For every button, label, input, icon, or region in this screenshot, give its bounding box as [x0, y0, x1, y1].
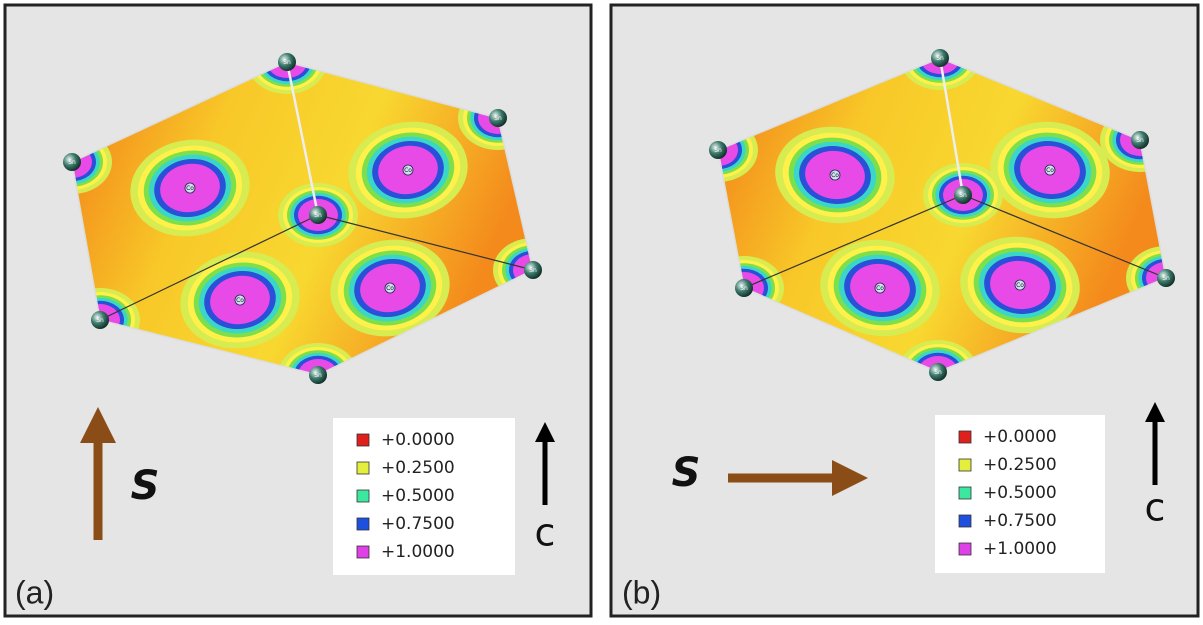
atom-label: Sn — [959, 192, 967, 199]
legend-label: +1.0000 — [983, 539, 1057, 559]
figure: Co Co Co Co Sn Sn Sn Sn Sn Sn Sn Sc +0.0000 +0.2500 +0… — [0, 0, 1203, 621]
panel-label: (b) — [622, 574, 661, 610]
c-axis-label: c — [1145, 486, 1166, 530]
atom-label: Sn — [68, 159, 76, 166]
atom-label: Sn — [714, 147, 722, 154]
legend-label: +0.5000 — [381, 486, 455, 506]
legend-swatch — [959, 515, 971, 527]
legend-swatch — [357, 462, 369, 474]
atom-label: Sn — [1162, 275, 1170, 282]
atom-label: Sn — [96, 317, 104, 324]
panel-label: (a) — [15, 574, 54, 610]
atom-label: Sn — [314, 212, 322, 219]
atom-label: Co — [386, 285, 394, 292]
atom-label: Sn — [529, 267, 537, 274]
atom-label: Sn — [934, 369, 942, 376]
atom-label: Co — [831, 172, 839, 179]
legend-swatch — [357, 546, 369, 558]
atom-label: Co — [876, 285, 884, 292]
atom-label: Co — [404, 167, 412, 174]
legend-swatch — [357, 434, 369, 446]
legend-swatch — [357, 518, 369, 530]
legend-swatch — [357, 490, 369, 502]
legend-label: +0.0000 — [381, 430, 455, 450]
legend-label: +0.7500 — [983, 511, 1057, 531]
spin-label: S — [131, 463, 160, 509]
atom-label: Sn — [494, 115, 502, 122]
atom-label: Co — [186, 185, 194, 192]
legend-swatch — [959, 543, 971, 555]
legend-label: +1.0000 — [381, 542, 455, 562]
legend-swatch — [959, 459, 971, 471]
atom-label: Sn — [283, 59, 291, 66]
atom-label: Sn — [740, 285, 748, 292]
legend-swatch — [959, 487, 971, 499]
c-axis-label: c — [535, 511, 556, 555]
legend-label: +0.7500 — [381, 514, 455, 534]
legend-label: +0.0000 — [983, 427, 1057, 447]
legend-label: +0.5000 — [983, 483, 1057, 503]
legend-label: +0.2500 — [983, 455, 1057, 475]
atom-label: Co — [1016, 282, 1024, 289]
spin-label: S — [672, 450, 701, 496]
atom-label: Sn — [314, 372, 322, 379]
legend-label: +0.2500 — [381, 458, 455, 478]
atom-label: Sn — [936, 55, 944, 62]
atom-label: Sn — [1136, 137, 1144, 144]
atom-label: Co — [1046, 167, 1054, 174]
legend-swatch — [959, 431, 971, 443]
atom-label: Co — [236, 297, 244, 304]
